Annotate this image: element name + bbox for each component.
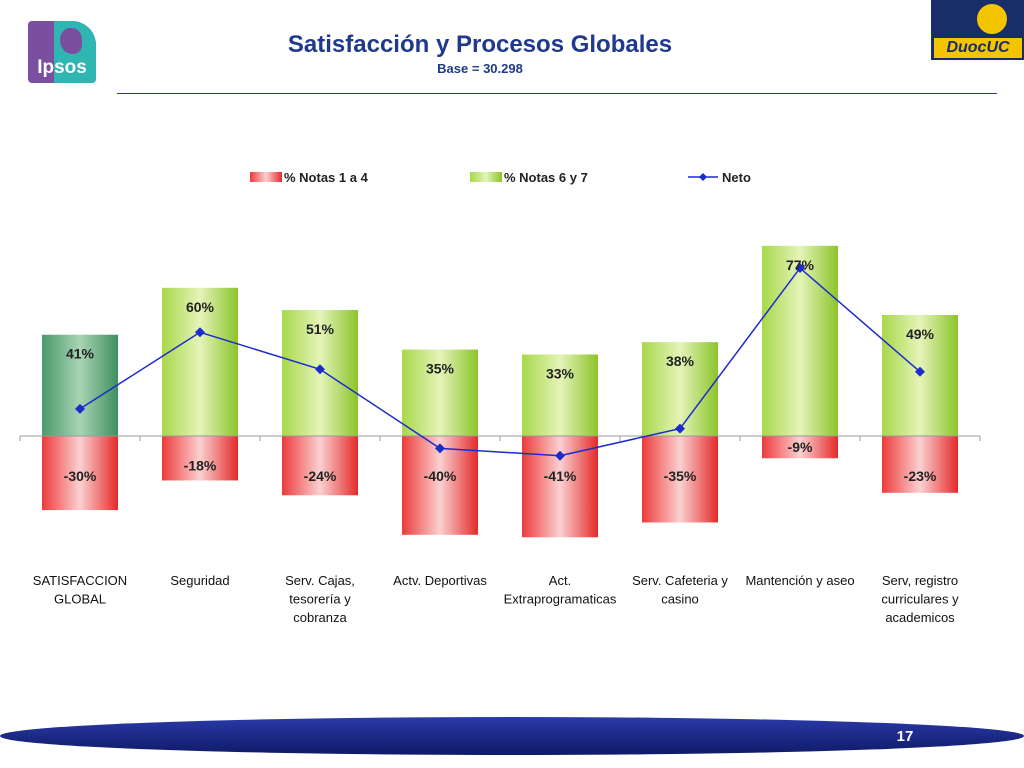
footer-band — [0, 717, 1024, 755]
neto-point — [795, 263, 805, 274]
duoc-logo: DuocUC — [931, 0, 1024, 60]
legend-label: Neto — [722, 170, 751, 185]
data-label-negative: -18% — [184, 457, 217, 473]
ipsos-logo-text: Ipsos — [37, 57, 87, 78]
category-label: Extraprogramaticas — [504, 592, 617, 607]
page-number: 17 — [896, 728, 914, 745]
x-axis-labels: SATISFACCION GLOBAL Seguridad Serv. Cajas, t… — [33, 573, 959, 625]
category-label: Serv. Cajas, — [285, 573, 355, 588]
neto-point — [675, 423, 685, 434]
bar-notas-1-4 — [42, 436, 118, 511]
legend-label: % Notas 6 y 7 — [504, 170, 588, 185]
data-label-negative: -30% — [64, 468, 97, 484]
neto-line — [79, 266, 921, 457]
data-label-positive: 41% — [66, 346, 95, 362]
data-label-positive: 35% — [426, 361, 455, 377]
data-label-positive: 51% — [306, 321, 335, 337]
legend-marker — [699, 173, 707, 181]
x-axis-ticks — [19, 436, 981, 441]
neto-point — [75, 403, 85, 414]
category-label: casino — [661, 592, 699, 607]
data-label-negative: -9% — [788, 439, 813, 455]
data-labels: 41% -30% 60% -18% 51% -24% 35% -40% 33% -41% 38% -3… — [64, 257, 937, 484]
data-label-negative: -24% — [304, 468, 337, 484]
category-label: Act. — [549, 573, 571, 588]
category-label: Seguridad — [170, 573, 229, 588]
data-label-negative: -41% — [544, 468, 577, 484]
data-label-negative: -40% — [424, 468, 457, 484]
legend-swatch — [470, 172, 502, 182]
bar-notas-1-4 — [642, 436, 718, 523]
ipsos-logo: Ipsos — [28, 21, 96, 83]
bar-notas-1-4 — [282, 436, 358, 496]
category-label: Serv. Cafeteria y — [632, 573, 728, 588]
title-divider — [117, 93, 997, 94]
category-label: curriculares y — [881, 592, 959, 607]
bar-notas-1-4 — [882, 436, 958, 493]
bar-notas-6-7 — [642, 342, 718, 436]
bar-notas-6-7 — [522, 354, 598, 436]
bar-notas-6-7 — [162, 287, 238, 436]
page-title: Satisfacción y Procesos Globales — [287, 31, 673, 58]
legend-swatch — [250, 172, 282, 182]
data-label-positive: 33% — [546, 365, 575, 381]
data-label-positive: 77% — [786, 257, 815, 273]
bar-notas-6-7 — [42, 334, 118, 436]
category-label: Actv. Deportivas — [393, 573, 487, 588]
data-label-positive: 38% — [666, 353, 695, 369]
bar-notas-1-4 — [162, 436, 238, 481]
chart: % Notas 1 a 4 % Notas 6 y 7 Neto 41% -30% 60… — [19, 170, 981, 625]
neto-point — [315, 364, 325, 375]
category-label: Mantención y aseo — [745, 573, 854, 588]
data-label-positive: 60% — [186, 299, 215, 315]
category-label: tesorería y — [289, 592, 351, 607]
crest-icon — [975, 2, 1009, 36]
category-label: Serv, registro — [882, 573, 958, 588]
category-label: GLOBAL — [54, 592, 106, 607]
page-subtitle: Base = 30.298 — [437, 61, 523, 76]
neto-point — [555, 450, 565, 461]
series-negative — [42, 436, 958, 538]
head-silhouette-icon — [60, 28, 82, 54]
neto-point — [435, 443, 445, 454]
data-label-positive: 49% — [906, 326, 935, 342]
neto-point — [195, 327, 205, 338]
category-label: cobranza — [293, 610, 347, 625]
series-neto — [75, 263, 925, 461]
category-label: academicos — [885, 610, 955, 625]
legend-label: % Notas 1 a 4 — [284, 170, 369, 185]
chart-legend: % Notas 1 a 4 % Notas 6 y 7 Neto — [250, 170, 751, 185]
bar-notas-6-7 — [762, 245, 838, 436]
series-positive — [42, 245, 958, 436]
bar-notas-1-4 — [762, 436, 838, 459]
category-label: SATISFACCION — [33, 573, 127, 588]
data-label-negative: -35% — [664, 468, 697, 484]
duoc-logo-text: DuocUC — [946, 39, 1010, 56]
neto-point — [915, 366, 925, 377]
bar-notas-6-7 — [402, 349, 478, 436]
data-label-negative: -23% — [904, 468, 937, 484]
